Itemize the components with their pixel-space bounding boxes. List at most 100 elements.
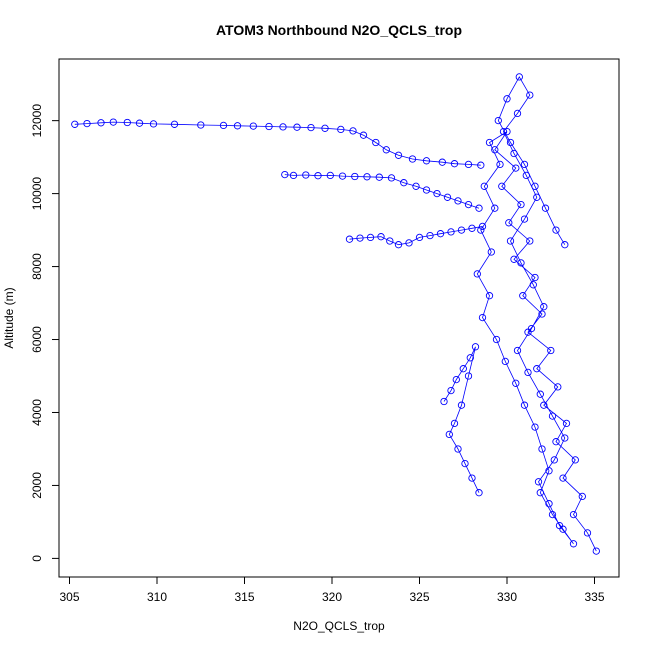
data-point: [170, 120, 179, 128]
data-point: [450, 160, 459, 168]
data-point: [506, 237, 515, 245]
data-point: [408, 155, 417, 163]
data-point: [538, 445, 546, 453]
data-point: [531, 423, 539, 431]
data-point: [375, 173, 383, 181]
x-tick-label: 310: [147, 590, 167, 604]
data-point: [387, 174, 396, 182]
data-point: [452, 375, 460, 384]
data-point: [555, 521, 564, 530]
data-point: [454, 445, 462, 453]
data-point: [351, 172, 359, 181]
data-point: [445, 430, 453, 439]
data-point: [233, 122, 242, 130]
data-point: [135, 119, 144, 127]
data-point: [510, 149, 518, 158]
data-point: [491, 204, 499, 212]
data-point: [366, 233, 375, 242]
data-point: [249, 122, 257, 130]
data-point: [578, 492, 586, 501]
data-point: [83, 119, 91, 128]
data-point: [293, 123, 301, 131]
series-line-3: [349, 226, 483, 246]
data-point: [496, 160, 504, 169]
y-tick-label: 6000: [30, 326, 44, 353]
data-point: [265, 122, 273, 131]
y-tick-label: 12000: [30, 104, 44, 138]
data-point: [510, 255, 518, 263]
data-point: [562, 419, 571, 428]
data-point: [468, 224, 476, 232]
data-point: [513, 109, 522, 118]
data-point: [503, 127, 511, 136]
data-point: [473, 270, 481, 278]
data-point: [548, 510, 557, 519]
data-point: [561, 241, 569, 249]
data-point: [422, 157, 431, 165]
y-tick-label: 4000: [30, 399, 44, 426]
data-point: [436, 230, 445, 238]
data-point: [531, 182, 539, 190]
x-tick-label: 305: [59, 590, 79, 604]
data-point: [541, 204, 550, 212]
y-tick-label: 2000: [30, 472, 44, 499]
plot-area: [71, 73, 600, 555]
data-point: [487, 248, 495, 256]
data-point: [109, 118, 117, 126]
data-point: [494, 116, 502, 125]
data-point: [571, 456, 579, 464]
data-point: [524, 368, 532, 377]
y-tick-label: 8000: [30, 253, 44, 280]
data-point: [412, 182, 420, 190]
data-point: [461, 459, 469, 468]
data-point: [520, 401, 529, 409]
data-point: [513, 346, 522, 355]
data-point: [506, 138, 515, 147]
data-point: [583, 529, 592, 537]
data-point: [499, 127, 508, 136]
series-line-4: [443, 346, 480, 493]
data-point: [422, 186, 431, 194]
data-point: [464, 372, 473, 380]
data-point: [559, 474, 567, 482]
x-tick-label: 325: [409, 590, 429, 604]
data-point: [307, 123, 315, 132]
data-point: [464, 160, 473, 169]
data-point: [377, 233, 385, 241]
data-point: [464, 200, 473, 209]
data-point: [554, 383, 562, 391]
data-point: [459, 365, 467, 373]
data-point: [512, 164, 520, 172]
data-point: [394, 151, 403, 159]
data-point: [522, 171, 530, 180]
data-point: [491, 146, 499, 154]
data-point: [475, 489, 483, 497]
data-point: [485, 138, 494, 147]
data-point: [363, 173, 371, 181]
y-tick-label: 0: [30, 555, 44, 562]
data-point: [372, 138, 380, 147]
data-point: [498, 182, 506, 190]
data-point: [349, 127, 357, 135]
data-point: [527, 324, 536, 333]
data-point: [197, 121, 205, 129]
data-point: [457, 401, 466, 409]
data-point: [547, 346, 555, 355]
data-point: [569, 510, 578, 519]
data-point: [552, 226, 560, 234]
data-point: [405, 239, 413, 247]
data-point: [477, 161, 485, 169]
x-tick-label: 330: [497, 590, 517, 604]
data-point: [219, 121, 228, 130]
data-point: [394, 241, 403, 249]
data-point: [450, 419, 459, 428]
data-point: [415, 233, 424, 242]
data-point: [485, 292, 494, 300]
data-point: [471, 343, 480, 351]
data-point: [478, 222, 487, 231]
data-point: [433, 189, 441, 198]
data-point: [492, 335, 501, 344]
data-point: [97, 119, 105, 127]
x-tick-label: 315: [234, 590, 254, 604]
